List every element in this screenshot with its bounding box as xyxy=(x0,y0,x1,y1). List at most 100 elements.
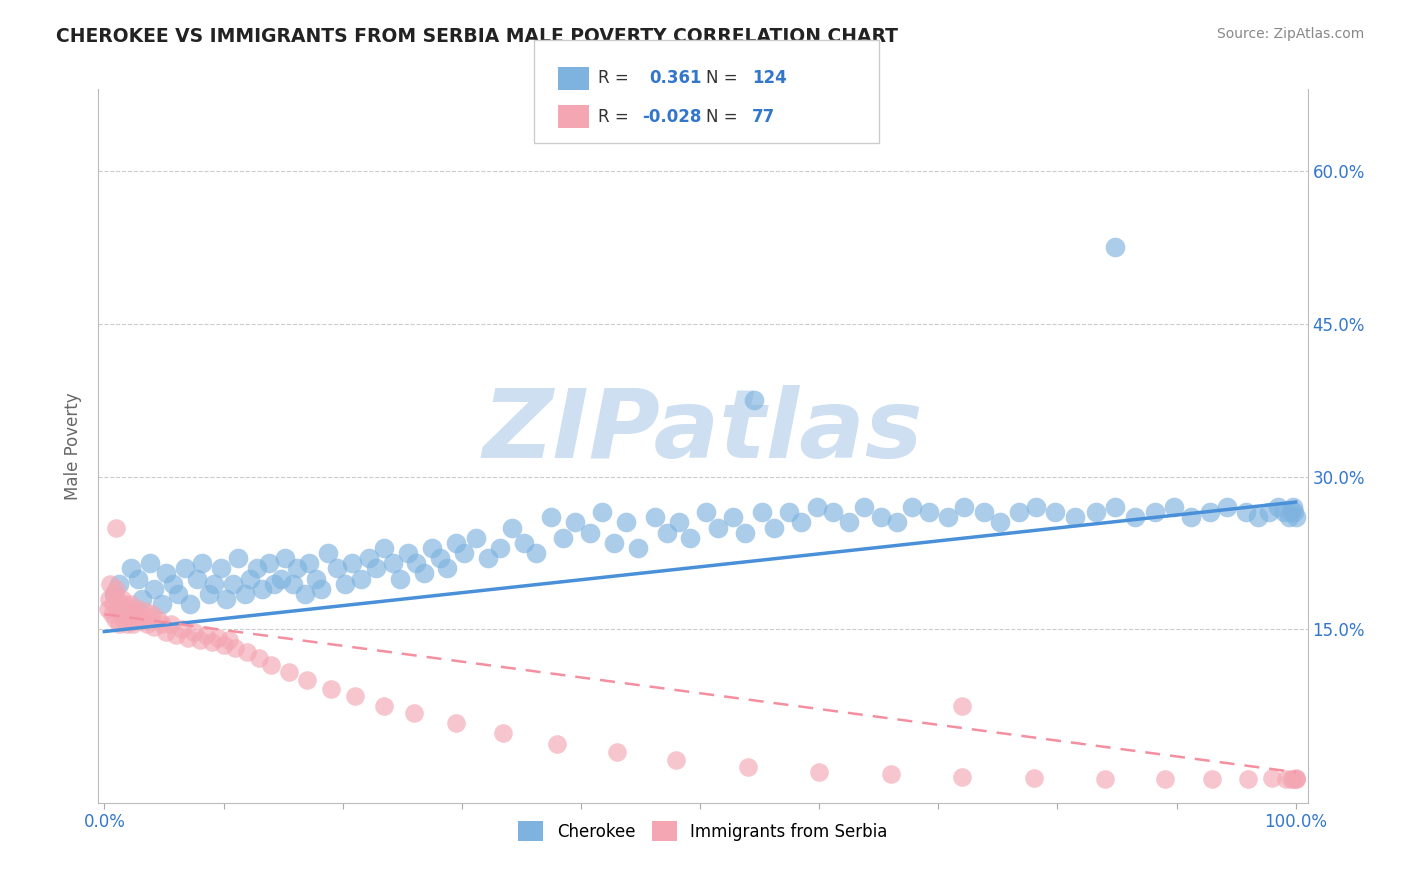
Point xyxy=(364,561,387,575)
Point xyxy=(373,541,395,555)
Point xyxy=(790,516,813,530)
Point xyxy=(591,505,613,519)
Point xyxy=(1144,505,1167,519)
Point xyxy=(1279,505,1302,519)
Point xyxy=(224,640,246,655)
Point xyxy=(120,561,142,575)
Point xyxy=(124,615,146,629)
Point xyxy=(1084,505,1107,519)
Point xyxy=(107,576,129,591)
Point xyxy=(298,556,321,570)
Point xyxy=(1180,510,1202,524)
Point xyxy=(143,582,166,596)
Point xyxy=(1282,500,1305,515)
Point xyxy=(665,753,688,767)
Point xyxy=(247,651,270,665)
Point xyxy=(188,632,211,647)
Point xyxy=(1246,510,1268,524)
Point xyxy=(540,510,562,524)
Point xyxy=(1261,772,1284,786)
Point xyxy=(762,520,785,534)
Point xyxy=(950,698,973,713)
Point xyxy=(174,561,197,575)
Point xyxy=(215,591,238,606)
Point xyxy=(191,556,214,570)
Point xyxy=(512,536,534,550)
Point xyxy=(1285,510,1308,524)
Point xyxy=(100,607,122,622)
Point xyxy=(104,612,127,626)
Point xyxy=(492,726,515,740)
Point xyxy=(318,546,340,560)
Point xyxy=(546,737,568,751)
Point xyxy=(162,576,184,591)
Point xyxy=(606,745,628,759)
Text: R =: R = xyxy=(598,70,634,87)
Point xyxy=(295,673,318,688)
Point xyxy=(953,500,976,515)
Point xyxy=(723,510,745,524)
Point xyxy=(579,525,602,540)
Point xyxy=(115,617,138,632)
Point xyxy=(200,634,222,648)
Point xyxy=(118,612,141,626)
Point xyxy=(263,576,285,591)
Point xyxy=(131,615,153,629)
Point xyxy=(207,631,229,645)
Point xyxy=(1123,510,1146,524)
Point xyxy=(614,516,637,530)
Point xyxy=(110,607,132,622)
Point xyxy=(202,576,225,591)
Point xyxy=(194,627,217,641)
Point xyxy=(114,597,136,611)
Point xyxy=(127,572,149,586)
Point xyxy=(603,536,626,550)
Text: R =: R = xyxy=(598,108,634,126)
Point xyxy=(501,520,523,534)
Point xyxy=(742,393,765,408)
Point xyxy=(1008,505,1031,519)
Point xyxy=(186,572,208,586)
Point xyxy=(222,576,245,591)
Point xyxy=(489,541,512,555)
Point xyxy=(695,505,717,519)
Point xyxy=(233,587,256,601)
Point xyxy=(1279,772,1302,787)
Point xyxy=(98,591,121,606)
Point xyxy=(751,505,773,519)
Point xyxy=(564,516,586,530)
Point xyxy=(1258,505,1281,519)
Text: 124: 124 xyxy=(752,70,787,87)
Point xyxy=(170,623,193,637)
Point xyxy=(101,597,124,611)
Point xyxy=(343,689,366,703)
Point xyxy=(388,572,411,586)
Point xyxy=(1285,772,1308,787)
Point xyxy=(429,551,451,566)
Point xyxy=(823,505,845,519)
Point xyxy=(108,597,131,611)
Point xyxy=(853,500,876,515)
Text: 77: 77 xyxy=(752,108,776,126)
Point xyxy=(146,612,169,626)
Point xyxy=(973,505,995,519)
Point xyxy=(734,525,756,540)
Text: ZIPatlas: ZIPatlas xyxy=(482,385,924,478)
Point xyxy=(1285,772,1308,786)
Point xyxy=(107,602,129,616)
Point xyxy=(114,607,136,622)
Point xyxy=(936,510,959,524)
Point xyxy=(349,572,371,586)
Point xyxy=(1025,500,1047,515)
Point xyxy=(160,617,183,632)
Point xyxy=(1267,500,1289,515)
Point xyxy=(806,500,828,515)
Point xyxy=(644,510,666,524)
Point xyxy=(294,587,316,601)
Point xyxy=(1215,500,1237,515)
Text: N =: N = xyxy=(706,70,742,87)
Point xyxy=(808,765,831,780)
Point xyxy=(270,572,292,586)
Point xyxy=(150,597,173,611)
Point xyxy=(212,638,235,652)
